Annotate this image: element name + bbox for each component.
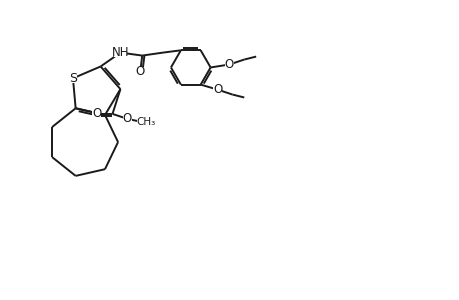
Bar — [137, 118, 155, 126]
Bar — [114, 48, 126, 57]
Text: S: S — [69, 72, 77, 85]
Bar — [213, 85, 222, 94]
Bar — [224, 60, 233, 69]
Bar — [135, 67, 145, 76]
Text: O: O — [224, 58, 234, 71]
Text: NH: NH — [112, 46, 129, 59]
Bar — [92, 110, 101, 118]
Text: O: O — [135, 65, 145, 78]
Text: O: O — [213, 83, 222, 96]
Bar — [123, 115, 132, 123]
Text: O: O — [92, 107, 101, 120]
Bar — [68, 74, 77, 82]
Text: O: O — [123, 112, 132, 125]
Text: CH₃: CH₃ — [136, 117, 156, 127]
